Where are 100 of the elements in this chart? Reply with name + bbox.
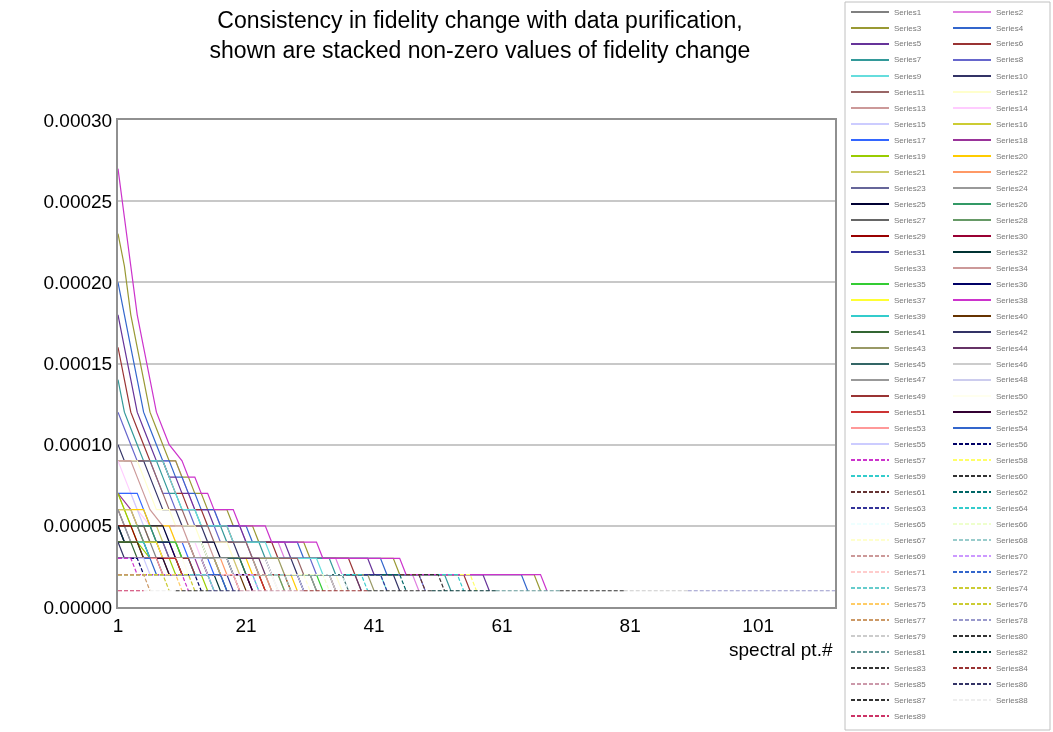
legend-label: Series32 [996, 248, 1029, 257]
legend-label: Series34 [996, 264, 1029, 273]
legend-label: Series18 [996, 136, 1029, 145]
x-tick-label: 21 [235, 614, 257, 636]
legend-label: Series76 [996, 600, 1029, 609]
legend-label: Series86 [996, 680, 1029, 689]
legend-label: Series62 [996, 488, 1029, 497]
legend-label: Series69 [894, 552, 927, 561]
chart-title: Consistency in fidelity change with data purification, shown are stacked non-zero values of fidelity change [209, 7, 751, 63]
x-tick-label: 41 [363, 614, 385, 636]
legend-label: Series44 [996, 344, 1029, 353]
x-tick-label: 101 [742, 614, 775, 636]
legend-label: Series63 [894, 504, 927, 513]
legend-label: Series83 [894, 664, 927, 673]
legend-label: Series81 [894, 648, 927, 657]
legend-label: Series35 [894, 280, 927, 289]
legend-label: Series15 [894, 120, 927, 129]
x-axis-title: spectral pt.# [729, 639, 833, 660]
x-tick-label: 81 [619, 614, 641, 636]
legend-label: Series25 [894, 200, 927, 209]
legend-label: Series27 [894, 216, 927, 225]
legend-label: Series53 [894, 424, 927, 433]
legend-label: Series21 [894, 168, 927, 177]
legend-label: Series58 [996, 456, 1029, 465]
legend-label: Series89 [894, 712, 927, 721]
legend-label: Series55 [894, 440, 927, 449]
legend-label: Series59 [894, 472, 927, 481]
legend-label: Series78 [996, 616, 1029, 625]
legend-label: Series28 [996, 216, 1029, 225]
legend-label: Series65 [894, 520, 927, 529]
legend-label: Series64 [996, 504, 1029, 513]
legend-label: Series3 [894, 24, 922, 33]
x-tick-label: 61 [491, 614, 513, 636]
x-tick-label: 1 [112, 614, 124, 636]
legend-label: Series42 [996, 328, 1029, 337]
legend-label: Series47 [894, 375, 927, 384]
legend-label: Series72 [996, 568, 1029, 577]
y-tick-label: 0.00030 [43, 109, 113, 131]
legend-label: Series80 [996, 632, 1029, 641]
legend-label: Series13 [894, 104, 927, 113]
legend-label: Series29 [894, 232, 927, 241]
legend-label: Series37 [894, 296, 927, 305]
legend-label: Series51 [894, 408, 927, 417]
legend-label: Series6 [996, 39, 1024, 48]
legend-label: Series50 [996, 392, 1029, 401]
legend-label: Series82 [996, 648, 1029, 657]
y-tick-label: 0.00025 [43, 190, 113, 212]
legend-label: Series67 [894, 536, 927, 545]
legend-label: Series48 [996, 375, 1029, 384]
legend-label: Series39 [894, 312, 927, 321]
y-tick-label: 0.00005 [43, 515, 113, 537]
text: Series33 [894, 264, 927, 273]
legend-label: Series46 [996, 360, 1029, 369]
legend-label: Series38 [996, 296, 1029, 305]
legend-label: Series8 [996, 55, 1024, 64]
legend-label: Series45 [894, 360, 927, 369]
legend-label: Series40 [996, 312, 1029, 321]
legend-label: Series54 [996, 424, 1029, 433]
y-tick-label: 0.00010 [43, 434, 113, 456]
y-tick-label: 0.00020 [43, 271, 113, 293]
legend-label: Series2 [996, 8, 1024, 17]
legend-label: Series57 [894, 456, 927, 465]
y-tick-label: 0.00015 [43, 353, 113, 375]
legend-label: Series71 [894, 568, 927, 577]
legend-label: Series87 [894, 696, 927, 705]
legend-label: Series88 [996, 696, 1029, 705]
legend-label: Series49 [894, 392, 927, 401]
legend-label: Series17 [894, 136, 927, 145]
legend-label: Series77 [894, 616, 927, 625]
legend-label: Series43 [894, 344, 927, 353]
legend-label: Series5 [894, 39, 922, 48]
legend-label: Series31 [894, 248, 927, 257]
legend-label: Series85 [894, 680, 927, 689]
legend-label: Series79 [894, 632, 927, 641]
legend-label: Series24 [996, 184, 1029, 193]
legend-label: Series14 [996, 104, 1029, 113]
legend-label: Series73 [894, 584, 927, 593]
legend-label: Series19 [894, 152, 927, 161]
legend-label: Series26 [996, 200, 1029, 209]
legend-label: Series74 [996, 584, 1029, 593]
y-tick-label: 0.00000 [43, 596, 113, 618]
legend-label: Series1 [894, 8, 922, 17]
legend-label: Series68 [996, 536, 1029, 545]
legend-label: Series60 [996, 472, 1029, 481]
legend-label: Series30 [996, 232, 1029, 241]
legend-label: Series10 [996, 72, 1029, 81]
legend-label: Series9 [894, 72, 922, 81]
legend-label: Series16 [996, 120, 1029, 129]
legend-label: Series12 [996, 88, 1029, 97]
legend-label: Series23 [894, 184, 927, 193]
legend-label: Series84 [996, 664, 1029, 673]
legend-label: Series7 [894, 55, 922, 64]
legend-label: Series61 [894, 488, 927, 497]
legend-label: Series66 [996, 520, 1029, 529]
legend-label: Series22 [996, 168, 1029, 177]
legend-label: Series4 [996, 24, 1024, 33]
legend-label: Series52 [996, 408, 1029, 417]
legend-label: Series41 [894, 328, 927, 337]
legend-label: Series75 [894, 600, 927, 609]
legend-label: Series70 [996, 552, 1029, 561]
